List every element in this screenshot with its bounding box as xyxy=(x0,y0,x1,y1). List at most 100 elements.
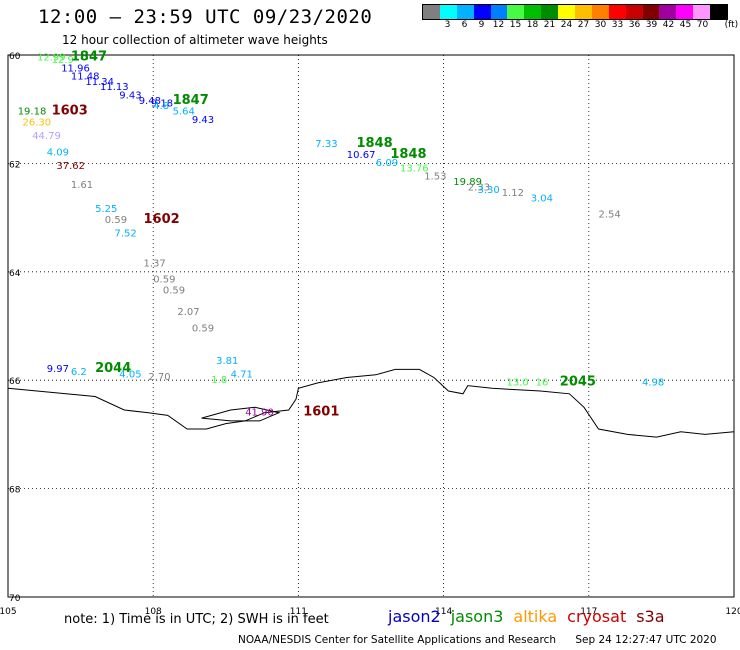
wave-height-label: 1.37 xyxy=(144,258,166,269)
legend-label: 12 xyxy=(492,20,505,30)
legend-label: 45 xyxy=(679,20,692,30)
legend-swatch xyxy=(659,5,677,19)
satellite-name: s3a xyxy=(636,607,665,626)
wave-height-label: 5.25 xyxy=(95,204,117,215)
satellite-legend: jason2 jason3 altika cryosat s3a xyxy=(388,607,675,626)
wave-height-label: 1.61 xyxy=(71,180,93,191)
wave-height-label: 4.05 xyxy=(119,370,141,381)
wave-height-label: 6.09 xyxy=(376,158,398,169)
pass-time-label: 1603 xyxy=(52,104,88,119)
legend-swatch xyxy=(625,5,643,19)
legend-unit: (ft) xyxy=(724,20,739,30)
footer-timestamp: Sep 24 12:27:47 UTC 2020 xyxy=(575,634,717,646)
wave-height-label: 9.97 xyxy=(47,364,69,375)
x-tick-label: 120 xyxy=(725,607,740,617)
legend-swatch xyxy=(676,5,694,19)
wave-height-label: 1.53 xyxy=(424,172,446,183)
wave-height-label: 13.76 xyxy=(400,164,429,175)
legend-swatch xyxy=(575,5,592,19)
wave-height-label: 0.59 xyxy=(153,275,175,286)
wave-height-label: 44.79 xyxy=(32,131,61,142)
y-tick-label: 64 xyxy=(9,269,21,279)
wave-height-label: 10.67 xyxy=(347,150,376,161)
wave-height-label: 9.48 xyxy=(139,96,161,107)
wave-height-label: 4.71 xyxy=(231,370,253,381)
pass-time-label: 1848 xyxy=(357,136,393,151)
legend-swatch xyxy=(524,5,542,19)
color-legend-labels: 3 6 9 12 15 18 21 24 27 30 33 36 39 42 45 70 (ft) xyxy=(422,20,740,34)
pass-time-label: 2045 xyxy=(560,375,596,390)
legend-label: 36 xyxy=(628,20,641,30)
wave-height-label: 19.89 xyxy=(453,177,482,188)
pass-time-label: 1847 xyxy=(71,49,107,64)
legend-swatch xyxy=(608,5,626,19)
satellite-name: jason2 xyxy=(388,607,441,626)
wave-height-label: 12.9 xyxy=(52,55,74,66)
x-tick-label: 105 xyxy=(0,607,17,617)
legend-swatch xyxy=(558,5,576,19)
legend-swatch xyxy=(710,5,728,19)
wave-height-label: 11.96 xyxy=(61,63,90,74)
satellite-name: jason3 xyxy=(450,607,504,626)
wave-height-label: 37.62 xyxy=(56,161,85,172)
legend-swatch xyxy=(456,5,474,19)
wave-height-label: 0.59 xyxy=(192,323,214,334)
y-tick-label: 68 xyxy=(9,486,21,496)
wave-height-label: 26.30 xyxy=(23,118,52,129)
wave-height-label: 7.33 xyxy=(315,139,337,150)
pass-time-label: 1601 xyxy=(303,404,339,419)
coastline-island xyxy=(201,406,281,422)
wave-height-label: 1.12 xyxy=(502,188,524,199)
legend-swatch xyxy=(541,5,559,19)
legend-label: 33 xyxy=(611,20,624,30)
wave-height-label: 5.64 xyxy=(173,107,195,118)
wave-height-label: 11.34 xyxy=(85,77,114,88)
wave-height-label: 3.81 xyxy=(216,356,238,367)
wave-height-label: 2.70 xyxy=(148,372,170,383)
wave-height-label: 2.07 xyxy=(177,307,199,318)
legend-swatch xyxy=(642,5,660,19)
legend-label: 39 xyxy=(645,20,658,30)
y-tick-label: 70 xyxy=(9,594,21,604)
wave-height-label: 19.18 xyxy=(18,107,47,118)
coastline xyxy=(7,368,735,438)
map-subtitle: 12 hour collection of altimeter wave hei… xyxy=(62,33,328,47)
legend-label: 24 xyxy=(560,20,573,30)
pass-time-label: 1602 xyxy=(144,212,180,227)
wave-height-label: 41.90 xyxy=(245,407,274,418)
wave-height-label: 9.43 xyxy=(192,115,214,126)
wave-height-label: 16 xyxy=(536,378,549,389)
note-text: note: 1) Time is in UTC; 2) SWH is in fe… xyxy=(64,612,329,627)
y-tick-label: 66 xyxy=(9,377,21,387)
wave-height-label: 13.0 xyxy=(507,378,529,389)
map-title: 12:00 – 23:59 UTC 09/23/2020 xyxy=(38,6,373,28)
color-legend-bar xyxy=(422,4,728,20)
wave-height-label: 1.8 xyxy=(211,375,227,386)
legend-label: 21 xyxy=(543,20,556,30)
satellite-name: altika xyxy=(513,607,558,626)
legend-swatch xyxy=(490,5,508,19)
x-tick-label: 114 xyxy=(435,607,452,617)
legend-label: 18 xyxy=(526,20,539,30)
legend-label: 6 xyxy=(461,20,468,30)
legend-label: 70 xyxy=(696,20,709,30)
legend-label: 30 xyxy=(594,20,607,30)
x-tick-label: 108 xyxy=(145,607,162,617)
wave-height-label: 2.54 xyxy=(599,210,621,221)
legend-label: 15 xyxy=(509,20,522,30)
wave-height-label: 4.98 xyxy=(642,378,664,389)
wave-height-label: 7.52 xyxy=(115,229,137,240)
wave-height-label: 0.59 xyxy=(105,215,127,226)
legend-swatch xyxy=(473,5,491,19)
wave-height-label: 2.33 xyxy=(468,183,490,194)
legend-label: 42 xyxy=(662,20,675,30)
wave-height-label: 6.2 xyxy=(71,367,87,378)
footer-credit: NOAA/NESDIS Center for Satellite Applica… xyxy=(238,634,556,646)
wave-height-label: 4.8 xyxy=(153,101,169,112)
y-tick-label: 62 xyxy=(9,160,20,170)
wave-height-label: 11.48 xyxy=(71,71,100,82)
pass-time-label: 2044 xyxy=(95,361,131,376)
legend-swatch xyxy=(507,5,525,19)
map-frame xyxy=(7,54,735,598)
